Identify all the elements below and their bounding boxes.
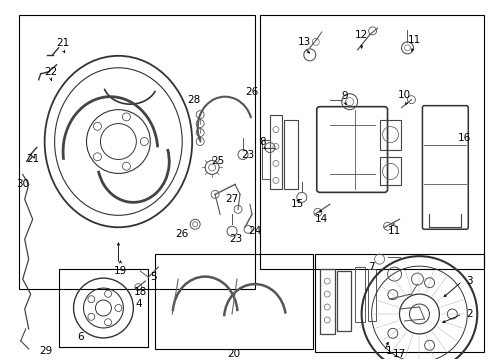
Bar bbox=[262, 140, 270, 179]
Bar bbox=[320, 269, 335, 334]
Text: 5: 5 bbox=[150, 272, 157, 282]
Text: 12: 12 bbox=[355, 30, 368, 40]
Text: 14: 14 bbox=[315, 214, 328, 224]
Text: 11: 11 bbox=[408, 35, 421, 45]
Text: 22: 22 bbox=[44, 67, 57, 77]
Text: 9: 9 bbox=[342, 91, 348, 101]
Bar bbox=[355, 267, 365, 322]
Text: 16: 16 bbox=[458, 132, 471, 143]
Text: 18: 18 bbox=[134, 287, 147, 297]
Bar bbox=[315, 254, 484, 352]
Text: 26: 26 bbox=[175, 229, 189, 239]
Bar bbox=[59, 269, 148, 347]
Text: 1: 1 bbox=[386, 346, 393, 356]
Text: 26: 26 bbox=[245, 87, 259, 97]
Bar bbox=[260, 15, 484, 269]
Text: 13: 13 bbox=[298, 37, 312, 47]
Text: 23: 23 bbox=[229, 234, 243, 244]
Text: 6: 6 bbox=[77, 332, 84, 342]
Text: 28: 28 bbox=[188, 95, 201, 105]
Text: 30: 30 bbox=[16, 179, 29, 189]
Bar bbox=[380, 120, 401, 149]
Bar bbox=[270, 114, 282, 189]
Text: 10: 10 bbox=[398, 90, 411, 100]
Text: 8: 8 bbox=[260, 136, 266, 147]
Text: 23: 23 bbox=[242, 149, 255, 159]
Text: 24: 24 bbox=[248, 226, 262, 236]
Text: 20: 20 bbox=[227, 349, 241, 359]
Text: 25: 25 bbox=[212, 157, 225, 166]
Text: 27: 27 bbox=[225, 194, 239, 204]
Text: 29: 29 bbox=[39, 346, 52, 356]
Bar bbox=[155, 254, 313, 349]
Bar bbox=[19, 15, 255, 289]
Text: 3: 3 bbox=[466, 276, 472, 286]
Text: 19: 19 bbox=[114, 266, 127, 276]
Text: 11: 11 bbox=[388, 226, 401, 236]
Text: 21: 21 bbox=[26, 154, 39, 165]
Text: 21: 21 bbox=[56, 38, 69, 48]
Text: 17: 17 bbox=[393, 349, 406, 359]
Bar bbox=[284, 120, 298, 189]
Bar bbox=[368, 269, 375, 321]
Text: 2: 2 bbox=[466, 309, 472, 319]
Text: 4: 4 bbox=[135, 299, 142, 309]
Text: 15: 15 bbox=[291, 199, 304, 210]
Bar bbox=[380, 157, 401, 185]
Text: 7: 7 bbox=[368, 262, 375, 272]
Bar bbox=[337, 271, 351, 331]
